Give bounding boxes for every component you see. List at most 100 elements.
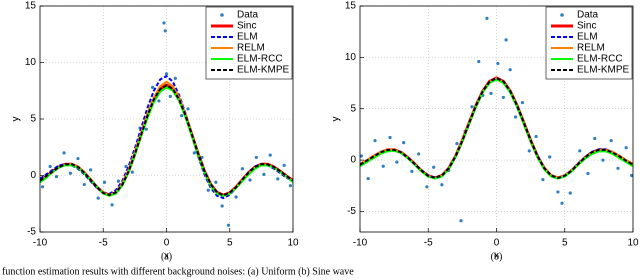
- legend-label: ELM: [237, 32, 258, 43]
- data-point: [48, 164, 52, 169]
- data-point: [395, 160, 399, 164]
- series-layer: [40, 21, 293, 227]
- legend-box: [205, 6, 293, 80]
- data-point: [527, 149, 531, 153]
- data-point: [455, 142, 459, 146]
- legend-label: Sinc: [237, 21, 256, 32]
- y-tick-label: 5: [30, 114, 36, 125]
- data-point: [477, 59, 481, 64]
- data-point: [586, 171, 590, 176]
- legend-label: ELM: [577, 32, 598, 43]
- data-point: [206, 188, 210, 192]
- y-axis-label: y: [331, 117, 342, 122]
- figure-caption: function estimation results with differe…: [2, 266, 354, 277]
- data-point: [360, 154, 363, 158]
- x-tick-label: -10: [33, 238, 48, 249]
- data-point: [410, 169, 414, 173]
- data-point: [541, 178, 545, 182]
- data-point: [268, 153, 272, 157]
- data-point: [262, 172, 266, 176]
- plot: -10 -5 0 5 10-5051015xy(a)DataSincELMRELMELM…: [11, 1, 299, 263]
- data-point: [417, 152, 421, 156]
- data-point: [157, 99, 161, 103]
- legend-label: RELM: [237, 43, 265, 54]
- data-point: [556, 190, 560, 194]
- legend-label: Data: [577, 10, 599, 21]
- data-point: [548, 155, 552, 159]
- x-tick-label: -5: [424, 238, 433, 249]
- x-tick-label: -5: [99, 238, 108, 249]
- data-point: [470, 105, 474, 109]
- data-point: [568, 191, 572, 195]
- data-point: [485, 16, 489, 20]
- data-point: [168, 94, 172, 98]
- legend-box: [545, 6, 633, 80]
- data-point: [240, 167, 244, 171]
- x-tick-label: 10: [627, 238, 639, 249]
- legend-label: ELM-RCC: [237, 54, 283, 65]
- data-point: [144, 127, 148, 131]
- data-point: [288, 184, 293, 188]
- x-tick-label: 0: [164, 238, 170, 249]
- y-tick-label: 10: [25, 57, 37, 68]
- plot: -10 -5 0 5 10-5051015xy(b)DataSincELMRELMELM…: [331, 1, 639, 263]
- y-axis-label: y: [11, 117, 22, 122]
- data-point: [102, 180, 107, 184]
- data-point: [373, 138, 377, 143]
- y-tick-label: 0: [350, 155, 356, 166]
- data-point: [220, 204, 224, 208]
- data-point: [89, 168, 93, 172]
- data-point: [520, 100, 525, 105]
- data-point: [504, 38, 508, 42]
- data-point: [489, 91, 493, 95]
- data-point: [501, 95, 505, 100]
- data-point: [96, 196, 100, 200]
- data-point: [366, 176, 370, 181]
- data-point: [440, 183, 444, 187]
- data-point: [68, 171, 72, 175]
- data-point: [534, 134, 538, 139]
- data-point: [130, 170, 134, 174]
- data-point: [214, 180, 218, 184]
- y-tick-label: -5: [347, 206, 356, 217]
- data-point: [630, 173, 633, 178]
- x-axis-label: x: [164, 251, 169, 262]
- y-tick-label: 15: [25, 1, 37, 12]
- data-point: [248, 178, 252, 182]
- data-point: [192, 151, 196, 155]
- y-tick-label: -5: [27, 227, 36, 238]
- data-point: [162, 21, 166, 25]
- data-point: [593, 136, 597, 141]
- x-tick-label: 10: [287, 238, 299, 249]
- data-point: [163, 29, 167, 33]
- data-point: [116, 179, 121, 183]
- data-point: [82, 182, 86, 187]
- data-point: [282, 163, 286, 167]
- x-axis-label: x: [494, 251, 499, 262]
- data-point: [609, 138, 613, 143]
- y-tick-label: 0: [30, 170, 36, 181]
- legend-label: ELM-KMPE: [237, 65, 290, 76]
- y-tick-label: 5: [350, 103, 356, 114]
- data-point: [496, 61, 500, 66]
- data-point: [234, 195, 238, 199]
- x-tick-label: 5: [562, 238, 568, 249]
- data-point: [601, 158, 605, 162]
- data-point: [508, 68, 512, 72]
- x-tick-label: -10: [353, 238, 368, 249]
- data-point: [180, 114, 184, 118]
- data-point: [514, 115, 518, 119]
- data-point: [164, 72, 169, 76]
- data-point: [388, 135, 392, 140]
- data-point: [40, 185, 45, 189]
- data-point: [150, 85, 155, 89]
- legend-label: ELM-RCC: [577, 54, 623, 65]
- data-point: [54, 175, 59, 179]
- legend-label: Sinc: [577, 21, 596, 32]
- data-point: [402, 141, 406, 145]
- subcaption: (a): [161, 251, 172, 262]
- data-point: [381, 164, 385, 168]
- data-point: [560, 201, 564, 205]
